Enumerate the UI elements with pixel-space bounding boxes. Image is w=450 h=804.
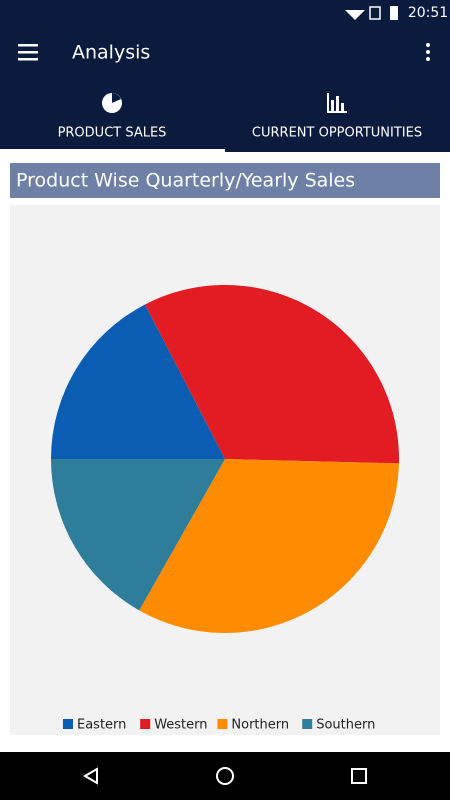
recents-button[interactable] bbox=[351, 768, 367, 784]
battery-icon bbox=[390, 6, 398, 20]
pie-slice bbox=[139, 459, 399, 633]
back-button[interactable] bbox=[83, 767, 98, 785]
tab-label: CURRENT OPPORTUNITIES bbox=[252, 126, 422, 141]
pie bbox=[51, 284, 399, 633]
overflow-menu[interactable] bbox=[426, 43, 430, 61]
legend-label: Western bbox=[154, 718, 207, 733]
legend-label: Northern bbox=[231, 718, 289, 733]
chart-title: Product Wise Quarterly/Yearly Sales bbox=[16, 170, 355, 192]
tab-indicator bbox=[0, 149, 225, 152]
legend-swatch bbox=[217, 719, 228, 729]
tab[interactable]: CURRENT OPPORTUNITIES bbox=[252, 93, 422, 141]
tab[interactable]: PRODUCT SALES bbox=[58, 93, 167, 141]
nav-bar bbox=[0, 752, 450, 800]
status-time: 20:51 bbox=[408, 5, 448, 21]
legend-swatch bbox=[140, 719, 151, 729]
wifi-icon bbox=[345, 10, 365, 20]
pie-icon-cut bbox=[112, 93, 121, 103]
pie-slice bbox=[51, 459, 225, 611]
legend-swatch bbox=[302, 719, 313, 729]
header-bg bbox=[0, 0, 450, 152]
legend-label: Eastern bbox=[77, 718, 126, 733]
tab-label: PRODUCT SALES bbox=[58, 126, 167, 141]
pie-slice bbox=[145, 284, 399, 464]
legend-swatch bbox=[63, 719, 73, 729]
legend: Eastern Western Northern Southern bbox=[63, 718, 375, 733]
legend-label: Southern bbox=[316, 718, 375, 733]
bar-icon bbox=[327, 93, 347, 113]
sim-icon bbox=[369, 6, 381, 20]
home-button[interactable] bbox=[216, 767, 234, 785]
app-title: Analysis bbox=[72, 42, 150, 64]
chart-title-bg bbox=[10, 163, 440, 198]
pie-slice bbox=[51, 304, 225, 459]
menu-button[interactable] bbox=[18, 44, 38, 61]
